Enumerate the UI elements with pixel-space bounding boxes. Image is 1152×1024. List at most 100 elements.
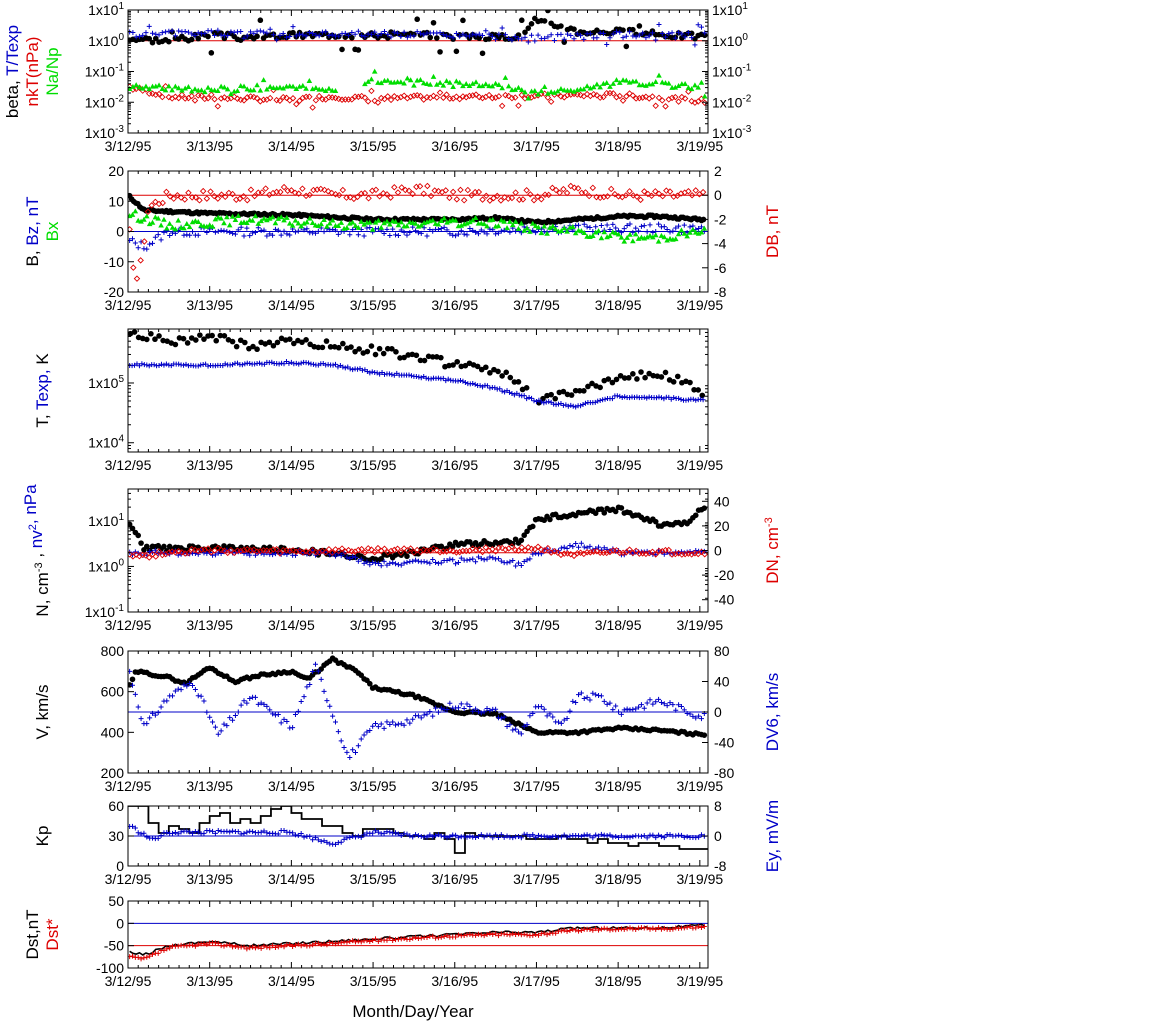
ey-point [501, 834, 507, 840]
right-axis-label: DV6, km/s [763, 673, 782, 751]
ey-point [178, 829, 184, 835]
dst--point [192, 943, 198, 949]
dv6-point [630, 706, 636, 712]
bx-point [618, 234, 625, 240]
na-np-point [175, 85, 182, 91]
ey-point [244, 829, 250, 835]
na-np-point [532, 88, 538, 94]
na-np-point [371, 68, 378, 74]
dn-point [567, 550, 574, 558]
bx-point [264, 217, 270, 223]
t-point [372, 351, 379, 358]
bx-point [318, 221, 324, 227]
dst--point [521, 931, 527, 937]
dv6-point [327, 703, 333, 709]
nv2-point [464, 557, 470, 563]
bx-point [644, 234, 650, 240]
beta-point [257, 17, 264, 24]
db-point [218, 191, 225, 198]
dn-point [482, 544, 490, 551]
ey-point [535, 832, 541, 838]
bx-point [572, 230, 579, 236]
bz-point [224, 228, 230, 234]
ey-point [287, 829, 293, 835]
t-texp-point [617, 29, 623, 35]
ey-point [527, 833, 533, 839]
ey-point [281, 828, 287, 834]
y-tick-label: 20 [108, 163, 124, 179]
beta-point [453, 48, 460, 55]
db-point [589, 184, 597, 192]
db-point [288, 187, 295, 194]
dn-point [479, 548, 486, 556]
na-np-point [368, 76, 375, 82]
db-point [372, 186, 380, 194]
dv6-point [681, 707, 687, 713]
nv2-point [270, 552, 276, 558]
bz-point [638, 223, 644, 229]
na-np-point [420, 80, 427, 86]
y-tick-label: -20 [104, 284, 124, 300]
dv6-point [235, 709, 241, 715]
bz-point [172, 230, 178, 236]
bx-point [261, 215, 267, 221]
t-texp-point [313, 32, 319, 38]
x-tick-label: 3/18/95 [595, 973, 642, 989]
dv6-point [473, 706, 479, 712]
texp-point [600, 397, 606, 403]
nv2-point [410, 558, 416, 564]
t-point [474, 363, 481, 370]
bz-point [418, 230, 424, 236]
texp-point [279, 360, 285, 366]
beta-point [528, 20, 535, 27]
texp-point [457, 377, 463, 383]
bz-point [364, 225, 370, 231]
t-texp-point [241, 35, 247, 41]
dst--point [353, 939, 359, 945]
bz-point [484, 231, 490, 237]
dst--point [696, 923, 702, 929]
dv6-point [647, 697, 653, 703]
t-point [454, 358, 461, 365]
dst--point [301, 942, 307, 948]
t-texp-point [283, 34, 289, 40]
dst--point [327, 939, 333, 945]
dst--point [576, 928, 582, 934]
texp-point [580, 402, 586, 408]
t-point [376, 345, 383, 352]
dn-point [665, 546, 673, 554]
dst--point [598, 926, 604, 932]
dst--point [161, 947, 167, 953]
bx-point [269, 214, 276, 220]
dn-point [544, 544, 552, 552]
t-point [315, 344, 322, 351]
ey-point [495, 835, 501, 841]
t-texp-point [212, 33, 218, 39]
nkt-npa--point [159, 93, 166, 101]
nv2-point [444, 558, 450, 564]
nkt-npa--point [381, 95, 388, 103]
n-point [524, 528, 530, 535]
texp-point [428, 376, 434, 382]
na-np-point [143, 83, 149, 89]
dst--point [684, 924, 690, 930]
bx-point [561, 225, 568, 231]
dv6-point [398, 721, 404, 727]
nv2-point [504, 560, 510, 566]
na-np-point [499, 85, 505, 91]
texp-point [269, 359, 275, 365]
bz-point [413, 228, 419, 234]
ey-point [656, 832, 662, 838]
bx-point [169, 224, 176, 230]
dst--point [129, 953, 135, 959]
ey-point [387, 829, 393, 835]
beta-point [208, 50, 215, 56]
beta-point [149, 39, 156, 46]
t-texp-point [267, 26, 273, 32]
dv6-point [261, 701, 267, 707]
dv6-point [192, 686, 198, 692]
ey-point [295, 832, 301, 838]
na-np-point [218, 83, 224, 89]
t-texp-point [189, 31, 195, 37]
dn-point [332, 546, 339, 553]
